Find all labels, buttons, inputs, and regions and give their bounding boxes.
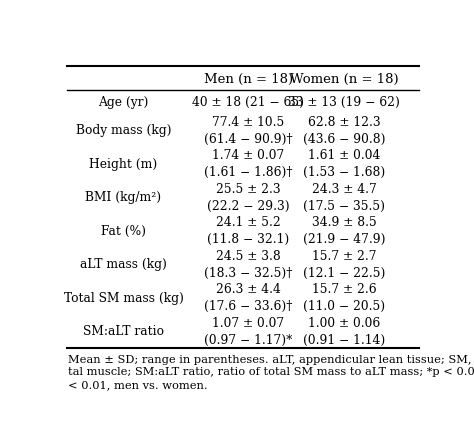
- Text: Total SM mass (kg): Total SM mass (kg): [64, 291, 183, 304]
- Text: < 0.01, men vs. women.: < 0.01, men vs. women.: [68, 379, 208, 389]
- Text: 24.1 ± 5.2: 24.1 ± 5.2: [216, 216, 281, 229]
- Text: 15.7 ± 2.6: 15.7 ± 2.6: [311, 283, 376, 296]
- Text: (18.3 − 32.5)†: (18.3 − 32.5)†: [204, 266, 292, 279]
- Text: (17.5 − 35.5): (17.5 − 35.5): [303, 200, 385, 213]
- Text: 1.61 ± 0.04: 1.61 ± 0.04: [308, 149, 380, 162]
- Text: Height (m): Height (m): [90, 158, 158, 171]
- Text: 77.4 ± 10.5: 77.4 ± 10.5: [212, 115, 284, 128]
- Text: (22.2 − 29.3): (22.2 − 29.3): [207, 200, 290, 213]
- Text: (21.9 − 47.9): (21.9 − 47.9): [303, 233, 385, 246]
- Text: 24.3 ± 4.7: 24.3 ± 4.7: [311, 182, 376, 195]
- Text: 40 ± 18 (21 − 65): 40 ± 18 (21 − 65): [192, 96, 304, 109]
- Text: 15.7 ± 2.7: 15.7 ± 2.7: [312, 249, 376, 262]
- Text: (0.97 − 1.17)*: (0.97 − 1.17)*: [204, 333, 292, 346]
- Text: (11.8 − 32.1): (11.8 − 32.1): [207, 233, 290, 246]
- Text: 1.74 ± 0.07: 1.74 ± 0.07: [212, 149, 284, 162]
- Text: 1.00 ± 0.06: 1.00 ± 0.06: [308, 316, 380, 329]
- Text: BMI (kg/m²): BMI (kg/m²): [85, 191, 162, 204]
- Text: (12.1 − 22.5): (12.1 − 22.5): [303, 266, 385, 279]
- Text: tal muscle; SM:aLT ratio, ratio of total SM mass to aLT mass; *p < 0.05, †p: tal muscle; SM:aLT ratio, ratio of total…: [68, 367, 474, 377]
- Text: Age (yr): Age (yr): [98, 96, 149, 109]
- Text: (17.6 − 33.6)†: (17.6 − 33.6)†: [204, 300, 292, 313]
- Text: (61.4 − 90.9)†: (61.4 − 90.9)†: [204, 133, 293, 146]
- Text: 34.9 ± 8.5: 34.9 ± 8.5: [311, 216, 376, 229]
- Text: (11.0 − 20.5): (11.0 − 20.5): [303, 300, 385, 313]
- Text: Mean ± SD; range in parentheses. aLT, appendicular lean tissue; SM, skele-: Mean ± SD; range in parentheses. aLT, ap…: [68, 354, 474, 364]
- Text: SM:aLT ratio: SM:aLT ratio: [83, 325, 164, 338]
- Text: Body mass (kg): Body mass (kg): [76, 124, 171, 137]
- Text: 25.5 ± 2.3: 25.5 ± 2.3: [216, 182, 281, 195]
- Text: (1.53 − 1.68): (1.53 − 1.68): [303, 166, 385, 179]
- Text: (1.61 − 1.86)†: (1.61 − 1.86)†: [204, 166, 292, 179]
- Text: 33 ± 13 (19 − 62): 33 ± 13 (19 − 62): [288, 96, 400, 109]
- Text: 1.07 ± 0.07: 1.07 ± 0.07: [212, 316, 284, 329]
- Text: (43.6 − 90.8): (43.6 − 90.8): [303, 133, 385, 146]
- Text: 26.3 ± 4.4: 26.3 ± 4.4: [216, 283, 281, 296]
- Text: (0.91 − 1.14): (0.91 − 1.14): [303, 333, 385, 346]
- Text: Men (n = 18): Men (n = 18): [204, 72, 293, 85]
- Text: 24.5 ± 3.8: 24.5 ± 3.8: [216, 249, 281, 262]
- Text: Fat (%): Fat (%): [101, 224, 146, 237]
- Text: aLT mass (kg): aLT mass (kg): [80, 258, 167, 271]
- Text: Women (n = 18): Women (n = 18): [290, 72, 398, 85]
- Text: 62.8 ± 12.3: 62.8 ± 12.3: [308, 115, 380, 128]
